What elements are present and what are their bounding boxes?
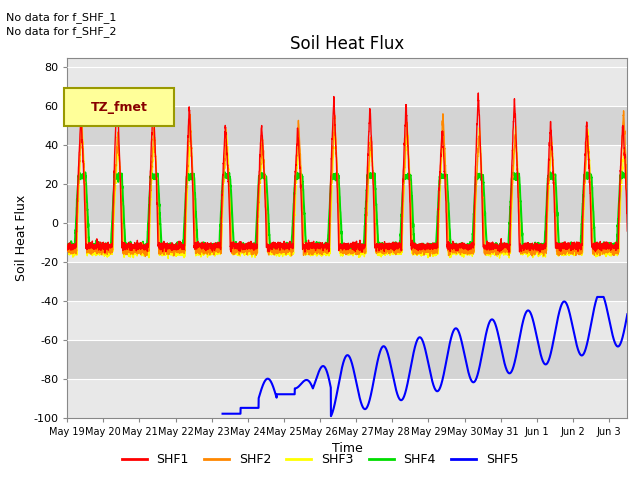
Text: No data for f_SHF_2: No data for f_SHF_2	[6, 26, 117, 37]
Legend: SHF1, SHF2, SHF3, SHF4, SHF5: SHF1, SHF2, SHF3, SHF4, SHF5	[116, 448, 524, 471]
X-axis label: Time: Time	[332, 442, 363, 455]
Text: TZ_fmet: TZ_fmet	[91, 101, 148, 114]
Text: No data for f_SHF_1: No data for f_SHF_1	[6, 12, 116, 23]
Bar	[67, 262, 627, 301]
Bar	[67, 106, 627, 145]
Bar	[67, 184, 627, 223]
FancyBboxPatch shape	[65, 88, 173, 126]
Title: Soil Heat Flux: Soil Heat Flux	[290, 35, 404, 53]
Y-axis label: Soil Heat Flux: Soil Heat Flux	[15, 194, 28, 281]
Bar	[67, 340, 627, 379]
